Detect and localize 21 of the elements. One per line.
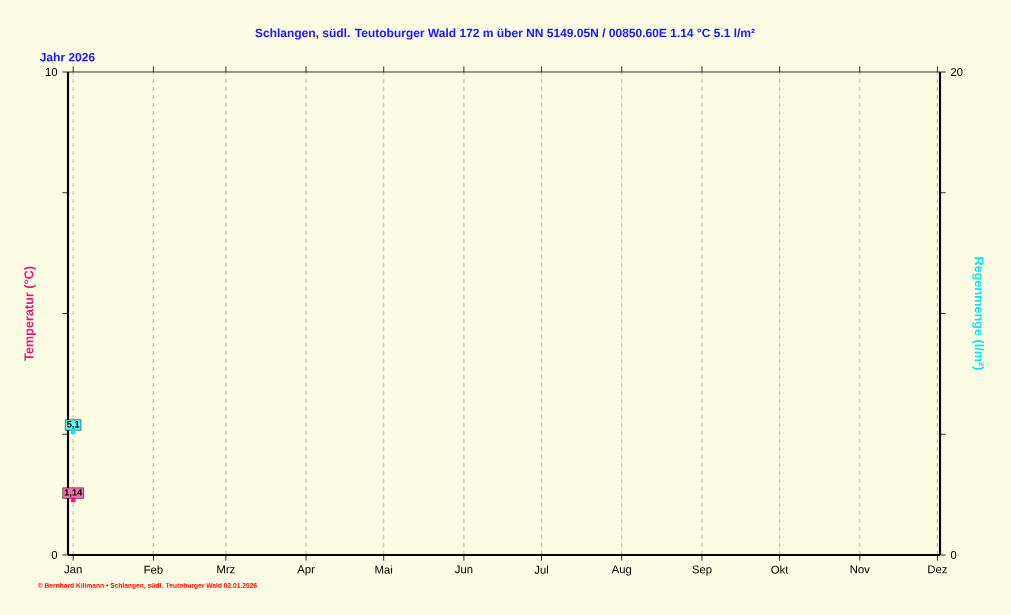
x-tick-label: Mai (375, 565, 393, 574)
chart-title: Schlangen, südl. Teutoburger Wald 172 m über NN 5149.05N / 00850.60E 1.14 °C 5.1 l/m² (255, 28, 755, 40)
x-tick-label: Jun (454, 565, 473, 574)
y-tick-label: 10 (45, 67, 58, 76)
y2-tick-label: 0 (950, 551, 957, 559)
x-tick-label: Jan (64, 565, 82, 574)
x-tick-label: Feb (144, 565, 163, 574)
x-tick-label: Sep (692, 565, 712, 576)
x-tick-label: Dez (928, 565, 947, 574)
y2-tick-label: 20 (950, 67, 963, 76)
y2-axis-title: Regenmenge (l/m²) (972, 257, 985, 370)
x-tick-label: Okt (771, 565, 789, 574)
x-tick-label: Aug (611, 565, 632, 576)
x-tick-label: Apr (297, 565, 315, 576)
y-axis-title: Temperatur (°C) (24, 266, 36, 361)
x-tick-label: Mrz (217, 565, 235, 574)
text: Jahr 2026 (39, 52, 95, 62)
data-label: 1,14 (64, 489, 83, 497)
data-label: 5,1 (66, 421, 80, 429)
x-tick-label: Nov (850, 565, 870, 574)
x-tick-label: Jul (534, 565, 549, 574)
